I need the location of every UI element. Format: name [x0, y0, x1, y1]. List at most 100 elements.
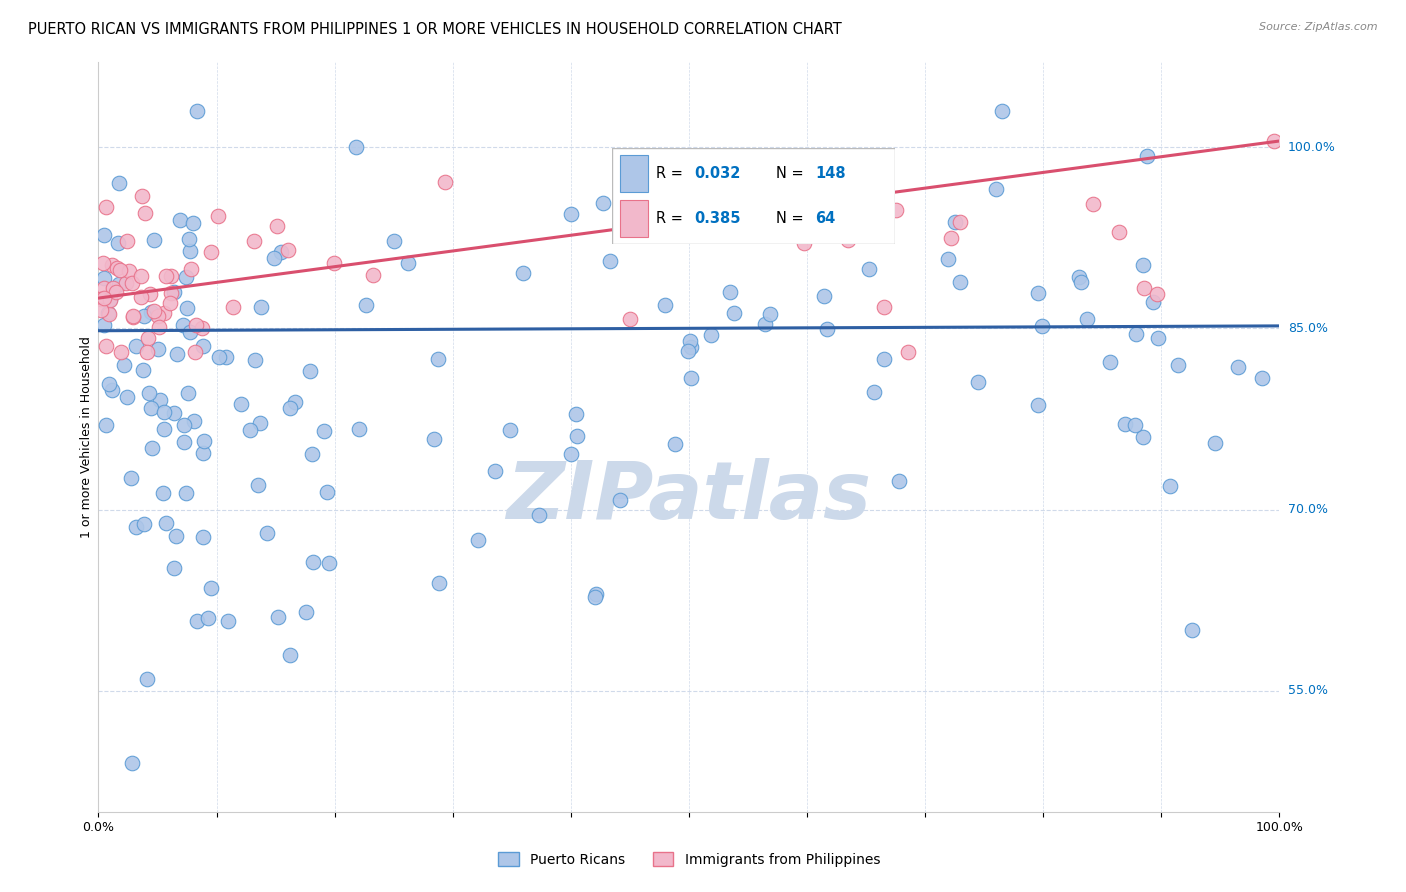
Point [1114, 417, 1136, 432]
Point [131, 189, 153, 203]
Point [382, 234, 405, 248]
Point [129, 268, 152, 283]
Point [181, 216, 204, 230]
Point [560, 207, 582, 221]
Point [793, 235, 815, 250]
Point [91, 256, 114, 270]
Point [153, 306, 176, 320]
Point [1133, 281, 1156, 295]
Point [984, 182, 1007, 196]
Point [101, 258, 124, 272]
Point [277, 243, 299, 257]
Point [815, 322, 838, 336]
Point [396, 255, 419, 269]
Point [1181, 624, 1204, 638]
Point [146, 342, 169, 356]
Point [153, 422, 176, 436]
Text: N =: N = [776, 211, 808, 226]
Point [302, 555, 325, 569]
Point [664, 437, 686, 451]
Point [583, 591, 606, 605]
Text: 70.0%: 70.0% [1288, 503, 1327, 516]
Point [169, 213, 191, 227]
Point [873, 352, 896, 367]
Point [215, 350, 238, 364]
Point [1076, 311, 1098, 326]
Point [163, 285, 186, 299]
Point [90, 302, 112, 317]
Point [943, 215, 966, 229]
Point [1146, 287, 1168, 301]
Point [191, 446, 214, 460]
Point [1081, 197, 1104, 211]
Point [121, 756, 143, 771]
Point [609, 493, 631, 508]
Point [651, 213, 673, 227]
FancyBboxPatch shape [620, 155, 648, 192]
Point [1026, 398, 1049, 412]
Point [344, 140, 367, 154]
Point [295, 605, 318, 619]
Point [121, 309, 143, 323]
Point [243, 353, 266, 368]
Text: 0.385: 0.385 [693, 211, 741, 226]
Point [266, 219, 288, 233]
Point [427, 351, 450, 366]
Point [863, 385, 886, 400]
Point [132, 363, 155, 377]
Point [837, 233, 859, 247]
Point [107, 236, 129, 251]
Point [700, 328, 723, 343]
Point [813, 289, 835, 303]
Point [114, 277, 136, 291]
Point [139, 401, 162, 415]
Point [1031, 318, 1053, 333]
Point [134, 206, 156, 220]
Point [298, 364, 321, 378]
Point [149, 392, 172, 407]
Point [1125, 327, 1147, 342]
Point [1142, 294, 1164, 309]
Point [619, 311, 641, 326]
Point [423, 432, 446, 446]
Point [93, 291, 115, 305]
Text: ZIPatlas: ZIPatlas [506, 458, 872, 536]
Point [284, 395, 307, 409]
Point [246, 478, 269, 492]
Point [120, 470, 142, 484]
Point [718, 285, 741, 300]
Point [349, 422, 371, 436]
Point [897, 344, 920, 359]
Point [163, 561, 186, 575]
Point [723, 306, 745, 320]
Point [180, 262, 202, 277]
Point [565, 408, 588, 422]
Point [200, 244, 222, 259]
Point [135, 672, 157, 686]
Point [98, 376, 121, 391]
Point [173, 417, 195, 432]
Point [243, 234, 266, 248]
Point [939, 231, 962, 245]
Point [1159, 478, 1181, 492]
Point [153, 405, 176, 419]
Point [105, 261, 128, 276]
Point [96, 339, 118, 353]
Point [121, 276, 143, 290]
Point [1147, 331, 1170, 345]
Point [249, 416, 271, 430]
Y-axis label: 1 or more Vehicles in Household: 1 or more Vehicles in Household [80, 336, 93, 538]
Point [129, 289, 152, 303]
Text: Source: ZipAtlas.com: Source: ZipAtlas.com [1260, 22, 1378, 32]
Point [858, 262, 880, 277]
Point [93, 227, 115, 242]
Point [193, 339, 215, 353]
Point [1136, 149, 1159, 163]
Point [174, 486, 197, 500]
Point [679, 340, 702, 354]
Text: 148: 148 [815, 166, 846, 181]
Point [592, 196, 614, 211]
Point [101, 383, 124, 397]
Point [177, 386, 200, 401]
Point [467, 533, 489, 548]
